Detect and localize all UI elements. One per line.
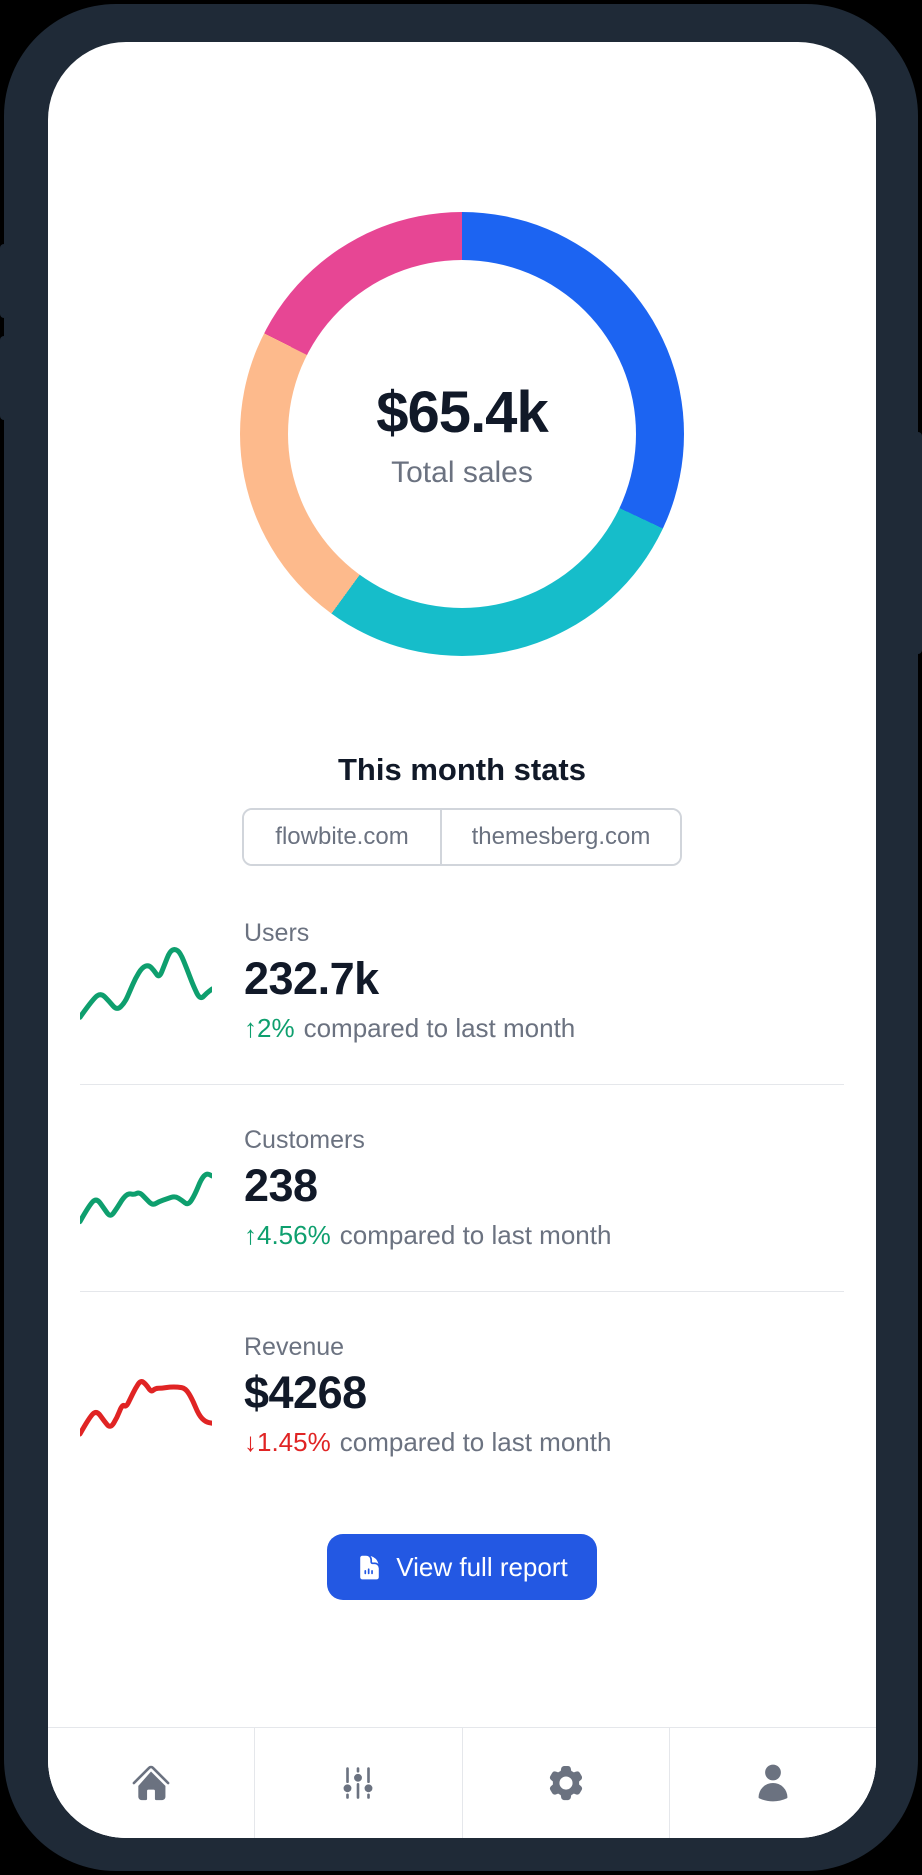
stat-label: Users — [244, 919, 310, 947]
stat-delta: ↑2% compared to last month — [244, 1012, 575, 1044]
power-button — [912, 432, 922, 654]
delta-arrow-icon: ↓ — [244, 1427, 257, 1457]
home-icon — [132, 1765, 170, 1801]
stat-delta: ↓1.45% compared to last month — [244, 1426, 611, 1458]
total-sales-label: Total sales — [391, 455, 533, 489]
stat-value: 232.7k — [244, 953, 379, 1004]
donut-center: $65.4k Total sales — [288, 260, 636, 608]
delta-percent: 2% — [257, 1013, 295, 1043]
document-chart-icon — [360, 1555, 380, 1579]
view-full-report-button[interactable]: View full report — [327, 1534, 597, 1600]
bottom-navigation — [48, 1727, 876, 1838]
delta-compare-text: compared to last month — [339, 1220, 612, 1250]
delta-percent: 1.45% — [257, 1427, 331, 1457]
stat-row-users: Users 232.7k ↑2% compared to last month — [80, 878, 844, 1085]
nav-home[interactable] — [48, 1728, 255, 1838]
delta-compare-text: compared to last month — [339, 1427, 612, 1457]
phone-screen: $65.4k Total sales This month stats flow… — [48, 42, 876, 1838]
stat-row-revenue: Revenue $4268 ↓1.45% compared to last mon… — [80, 1292, 844, 1498]
stat-value: 238 — [244, 1160, 318, 1211]
delta-percent: 4.56% — [257, 1220, 331, 1250]
nav-profile[interactable] — [668, 1728, 876, 1838]
stat-label: Revenue — [244, 1333, 345, 1361]
stat-label: Customers — [244, 1126, 365, 1154]
total-sales-value: $65.4k — [376, 379, 548, 445]
report-button-label: View full report — [396, 1551, 568, 1582]
stat-row-customers: Customers 238 ↑4.56% compared to last mon… — [80, 1085, 844, 1292]
users-sparkline — [80, 934, 212, 1028]
phone-frame: $65.4k Total sales This month stats flow… — [0, 4, 922, 1871]
revenue-sparkline — [80, 1348, 212, 1442]
delta-compare-text: compared to last month — [303, 1013, 576, 1043]
nav-adjustments[interactable] — [254, 1728, 462, 1838]
domain-tabs: flowbite.com themesberg.com — [242, 808, 682, 866]
section-title: This month stats — [337, 752, 586, 787]
total-sales-donut-chart: $65.4k Total sales — [240, 212, 684, 656]
delta-arrow-icon: ↑ — [244, 1220, 257, 1250]
delta-arrow-icon: ↑ — [244, 1013, 257, 1043]
settings-gear-icon — [549, 1765, 582, 1801]
customers-sparkline — [80, 1141, 212, 1235]
stat-value: $4268 — [244, 1367, 367, 1418]
volume-up-button — [0, 244, 10, 318]
tab-flowbite[interactable]: flowbite.com — [244, 810, 440, 864]
adjustments-icon — [343, 1767, 373, 1799]
nav-settings[interactable] — [461, 1728, 669, 1838]
stat-delta: ↑4.56% compared to last month — [244, 1219, 611, 1251]
profile-user-icon — [758, 1764, 788, 1802]
stats-list: Users 232.7k ↑2% compared to last month C… — [80, 878, 844, 1498]
volume-down-button — [0, 336, 10, 420]
tab-themesberg[interactable]: themesberg.com — [440, 810, 680, 864]
